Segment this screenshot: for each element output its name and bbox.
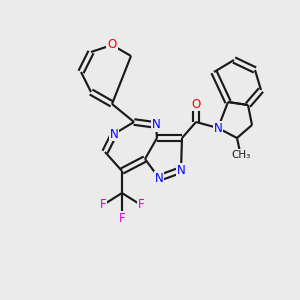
Text: F: F xyxy=(138,199,144,212)
Text: N: N xyxy=(214,122,222,134)
Text: CH₃: CH₃ xyxy=(231,150,250,160)
Text: F: F xyxy=(100,199,106,212)
Text: N: N xyxy=(177,164,185,176)
Text: O: O xyxy=(191,98,201,110)
Text: F: F xyxy=(119,212,125,224)
Text: N: N xyxy=(154,172,164,184)
Text: N: N xyxy=(110,128,118,140)
Text: N: N xyxy=(152,118,160,131)
Text: O: O xyxy=(107,38,117,52)
